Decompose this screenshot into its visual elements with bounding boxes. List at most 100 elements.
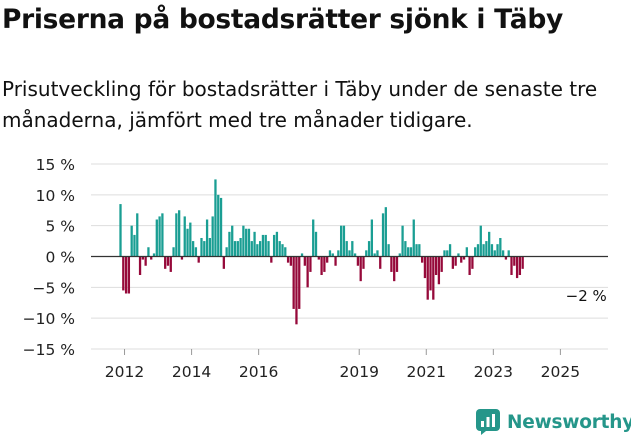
data-bar [373,253,376,257]
data-bar [390,256,393,272]
y-tick-label: 5 % [45,218,75,236]
x-tick-label: 2021 [407,363,446,381]
data-bar [247,228,251,257]
data-bar [281,244,284,257]
data-bar [317,256,320,260]
data-bar [398,253,401,257]
data-bar [158,216,161,257]
data-bar [418,244,421,257]
data-bar [225,247,228,257]
data-bar [437,256,441,285]
data-bar [457,253,460,257]
data-bar [312,219,315,257]
data-bar [214,179,217,257]
data-bar [448,244,452,257]
data-bar [298,256,301,309]
data-bar [432,256,435,300]
data-bar [222,256,225,269]
data-bar [479,225,482,257]
data-bar [245,228,248,257]
y-tick-label: 10 % [36,187,75,205]
data-bar [217,194,220,257]
data-bar [507,250,510,257]
data-bar [434,256,438,275]
data-bar [446,250,449,257]
data-bar [331,253,334,257]
x-tick-label: 2012 [105,363,144,381]
data-bar [339,225,343,257]
data-bar [200,238,203,257]
data-bar [485,241,488,257]
data-bar [454,256,457,266]
newsworthy-logo-icon [476,409,500,435]
data-bar [440,256,443,272]
data-bar [197,256,200,263]
data-bar [460,256,463,263]
data-bar [144,256,147,266]
data-bar [474,247,477,257]
data-bar [365,250,368,257]
data-bar [147,247,150,257]
data-bar [337,250,340,257]
data-bar [423,256,427,279]
data-bar [387,244,390,257]
data-bar [133,234,136,257]
data-bar [348,250,351,257]
data-bar [468,256,471,275]
data-bar [175,213,178,257]
data-bar [510,256,513,275]
data-bar [138,256,142,275]
data-bar [141,256,144,260]
data-bar [462,256,466,260]
data-bar [119,204,122,257]
data-bar [284,247,287,257]
data-bar [420,256,424,263]
data-bar [401,225,404,257]
data-bar [407,247,410,257]
data-bar [211,216,214,257]
data-bar [379,256,382,269]
data-bar [270,256,273,263]
data-bar [286,256,290,263]
x-tick-label: 2014 [172,363,211,381]
data-bar [323,256,326,272]
data-bar [152,253,156,257]
data-bar [362,256,365,269]
y-tick-label: −15 % [23,341,75,359]
data-bar [328,250,332,257]
data-bar [306,256,309,288]
data-bar [471,256,474,269]
data-bar [272,234,276,257]
data-bar [326,256,329,263]
latest-value-annotation: −2 % [566,287,607,305]
data-bar [499,238,502,257]
data-bar [130,225,133,257]
data-bar [289,256,293,266]
y-tick-label: 15 % [36,156,75,174]
newsworthy-brand: Newsworthy [476,408,631,436]
y-tick-label: −10 % [23,310,75,328]
data-bar [395,256,399,272]
data-bar [501,250,505,257]
data-bar [228,231,231,257]
x-tick-label: 2019 [339,363,378,381]
data-bar [342,225,346,257]
data-bar [429,256,432,291]
data-bar [250,241,253,257]
data-bar [194,247,198,257]
data-bar [166,256,170,266]
data-bar [169,256,172,272]
data-bar [518,256,522,275]
data-bar [203,241,206,257]
data-bar [303,256,306,266]
data-bar [393,256,396,282]
data-bar [367,241,371,257]
data-bar [426,256,429,300]
data-bar [295,256,298,325]
data-bar [180,256,184,260]
data-bar [409,247,413,257]
data-bar [292,256,295,309]
data-bar [476,244,480,257]
data-bar [521,256,524,269]
data-bar [314,231,318,257]
